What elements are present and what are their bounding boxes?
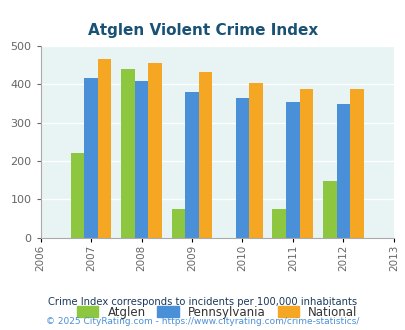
Bar	[272, 209, 286, 238]
Bar	[198, 72, 212, 238]
Bar	[84, 78, 98, 238]
Bar	[171, 209, 185, 238]
Text: Crime Index corresponds to incidents per 100,000 inhabitants: Crime Index corresponds to incidents per…	[48, 297, 357, 307]
Legend: Atglen, Pennsylvania, National: Atglen, Pennsylvania, National	[72, 301, 362, 323]
Text: © 2025 CityRating.com - https://www.cityrating.com/crime-statistics/: © 2025 CityRating.com - https://www.city…	[46, 317, 359, 326]
Bar	[148, 63, 162, 238]
Bar	[336, 104, 349, 238]
Bar	[98, 59, 111, 238]
Bar	[70, 153, 84, 238]
Bar	[134, 82, 148, 238]
Bar	[121, 69, 134, 238]
Bar	[235, 98, 249, 238]
Bar	[299, 89, 313, 238]
Bar	[249, 82, 262, 238]
Bar	[286, 103, 299, 238]
Bar	[322, 181, 336, 238]
Bar	[185, 92, 198, 238]
Text: Atglen Violent Crime Index: Atglen Violent Crime Index	[87, 23, 318, 38]
Bar	[349, 89, 363, 238]
